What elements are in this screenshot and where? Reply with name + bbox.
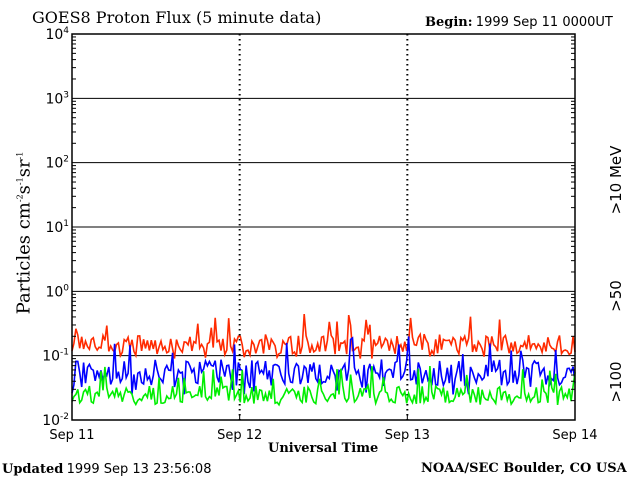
begin-timestamp: Begin: 1999 Sep 11 0000UT	[425, 14, 613, 30]
y-tick-label: 104	[45, 26, 69, 43]
credit-text: NOAA/SEC Boulder, CO USA	[421, 461, 627, 476]
series-line-gt10	[71, 314, 576, 360]
y-tick-label: 103	[45, 90, 69, 107]
series-line-gt50	[71, 336, 576, 395]
y-tick-label: 10-1	[42, 348, 69, 365]
begin-label: Begin:	[425, 15, 473, 30]
y-tick-label: 101	[45, 219, 69, 236]
y-tick-label: 10-2	[42, 412, 69, 429]
series-line-gt100	[71, 366, 576, 407]
x-tick-label: Sep 12	[217, 428, 262, 443]
updated-timestamp: Updated 1999 Sep 13 23:56:08	[2, 461, 211, 477]
x-tick-label: Sep 11	[49, 428, 94, 443]
chart-title: GOES8 Proton Flux (5 minute data)	[32, 8, 322, 27]
x-tick-label: Sep 14	[552, 428, 597, 443]
x-tick-label: Sep 13	[385, 428, 430, 443]
updated-label: Updated	[2, 462, 64, 477]
plot-frame	[71, 33, 576, 421]
updated-value: 1999 Sep 13 23:56:08	[66, 462, 212, 477]
y-tick-label: 100	[45, 283, 69, 300]
begin-value: 1999 Sep 11 0000UT	[475, 15, 613, 30]
x-axis-label: Universal Time	[268, 441, 379, 456]
y-tick-label: 102	[45, 155, 69, 172]
